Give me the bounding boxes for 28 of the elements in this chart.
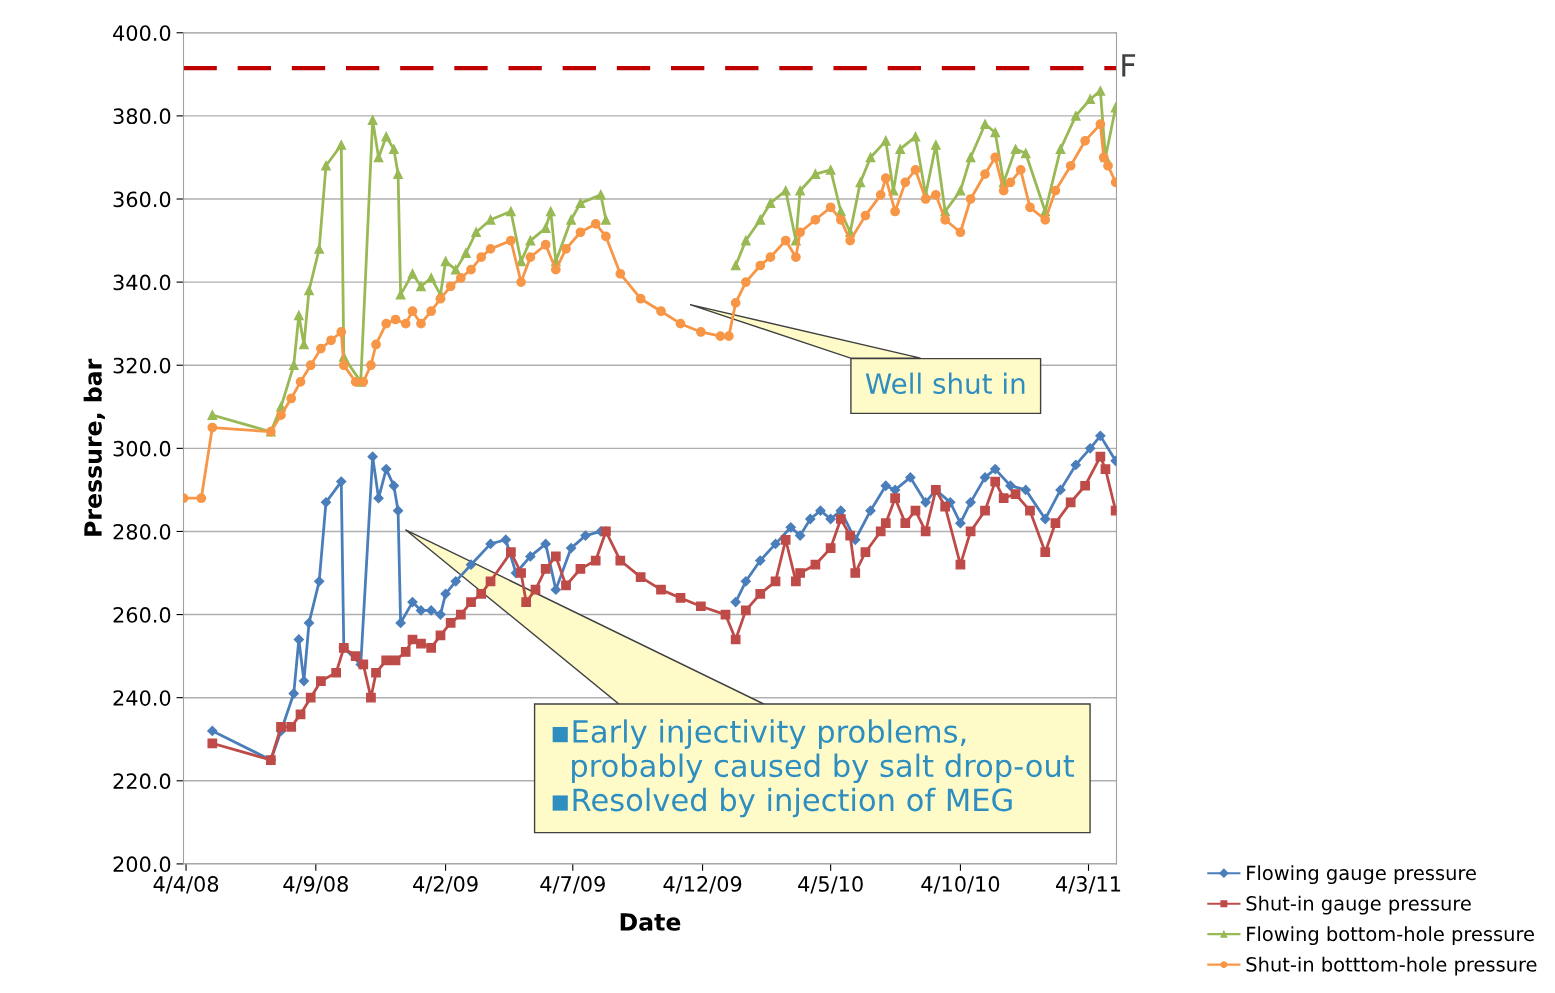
y-axis-title: Pressure, bar xyxy=(83,358,105,536)
y-tick-label: 400.0 xyxy=(113,25,171,41)
legend-label: Flowing bottom-hole pressure xyxy=(1247,926,1534,946)
x-tick-label: 4/2/09 xyxy=(413,876,478,894)
x-tick-label: 4/3/11 xyxy=(1055,876,1121,894)
x-axis-title: Date xyxy=(620,913,681,931)
x-tick-label: 4/4/08 xyxy=(153,876,219,894)
y-tick-label: 360.0 xyxy=(113,191,171,208)
y-tick-label: 200.0 xyxy=(113,856,171,873)
y-tick-label: 240.0 xyxy=(113,690,171,706)
legend-label: Shut-in botttom-hole pressure xyxy=(1246,956,1537,976)
y-tick-label: 320.0 xyxy=(113,357,171,374)
y-tick-label: 220.0 xyxy=(113,773,171,790)
legend-label: Flowing gauge pressure xyxy=(1247,865,1476,885)
y-tick-label: 340.0 xyxy=(113,274,171,291)
legend-label: Shut-in gauge pressure xyxy=(1246,895,1471,915)
x-tick-label: 4/5/10 xyxy=(798,876,863,894)
x-tick-label: 4/7/09 xyxy=(540,876,605,894)
y-tick-label: 380.0 xyxy=(113,108,171,125)
y-tick-label: 260.0 xyxy=(113,607,171,623)
x-tick-label: 4/9/08 xyxy=(283,876,348,894)
x-tick-label: 4/10/10 xyxy=(921,876,1000,894)
annotation: ▪Early injectivity problems, probably caused by salt drop-out ▪Resolved by injection of MEG xyxy=(552,719,1075,818)
annotation: Well shut in xyxy=(865,372,1025,395)
y-tick-label: 300.0 xyxy=(113,440,171,457)
x-tick-label: 4/12/09 xyxy=(663,876,742,894)
y-tick-label: 280.0 xyxy=(113,523,171,540)
ref-line-label: F xyxy=(1122,54,1136,77)
